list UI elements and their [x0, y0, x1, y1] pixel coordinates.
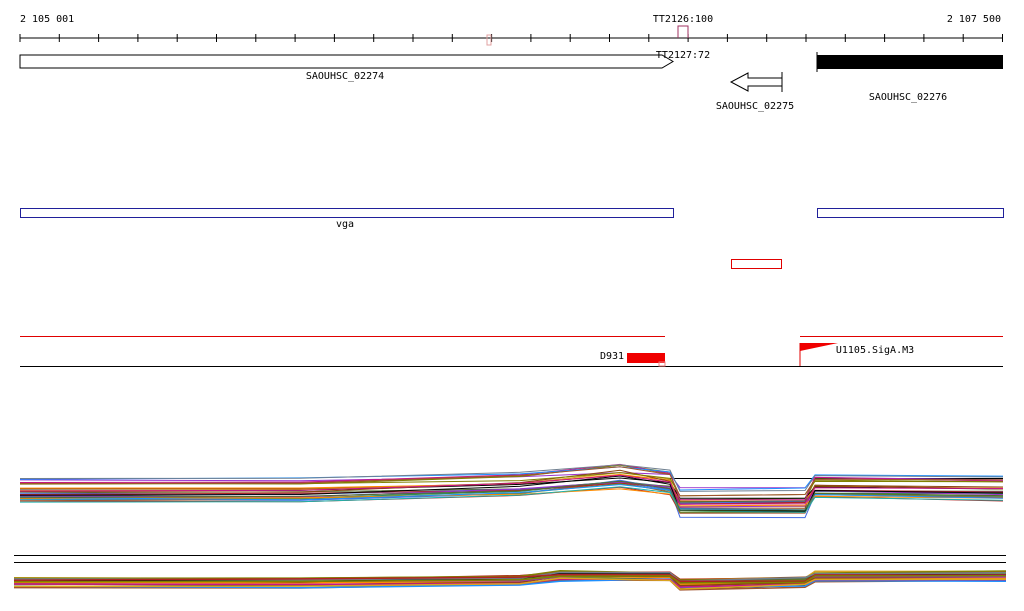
trace: [19, 475, 1004, 512]
operon-box: [817, 208, 1004, 218]
trace: [19, 474, 1004, 505]
terminator-label: TT2126:100: [653, 14, 713, 25]
trace: [13, 575, 1007, 584]
feature-block: [627, 353, 665, 363]
trace: [19, 466, 1004, 497]
expression-traces: [19, 463, 1004, 519]
operon-label: vga: [336, 219, 354, 230]
region-box: [731, 259, 782, 269]
terminator-label: TT2127:72: [656, 50, 710, 61]
gene-label: SAOUHSC_02275: [716, 101, 794, 112]
trace: [19, 486, 1004, 513]
trace: [19, 480, 1004, 511]
gene-arrow: [19, 54, 674, 69]
gene-label: SAOUHSC_02274: [306, 71, 384, 82]
gene-arrow: [729, 72, 783, 92]
operon-box: [20, 208, 674, 218]
trace: [19, 472, 1004, 497]
feature-block: [658, 361, 666, 367]
trace: [13, 573, 1007, 583]
trace: [13, 577, 1007, 590]
terminator-mark: [677, 25, 689, 38]
gene-label: SAOUHSC_02276: [869, 92, 947, 103]
trace: [19, 464, 1004, 492]
ruler-start: 2 105 001: [20, 14, 74, 25]
trace: [13, 571, 1007, 582]
expression-traces: [13, 570, 1007, 591]
feature-label: U1105.SigA.M3: [836, 345, 914, 356]
ruler-ticks: [19, 34, 1003, 42]
feature-label: D931: [600, 351, 624, 362]
ruler-end: 2 107 500: [947, 14, 1001, 25]
gene-bar: [817, 55, 1003, 69]
terminator-mark: [486, 34, 492, 46]
feature-flag: [800, 343, 838, 351]
